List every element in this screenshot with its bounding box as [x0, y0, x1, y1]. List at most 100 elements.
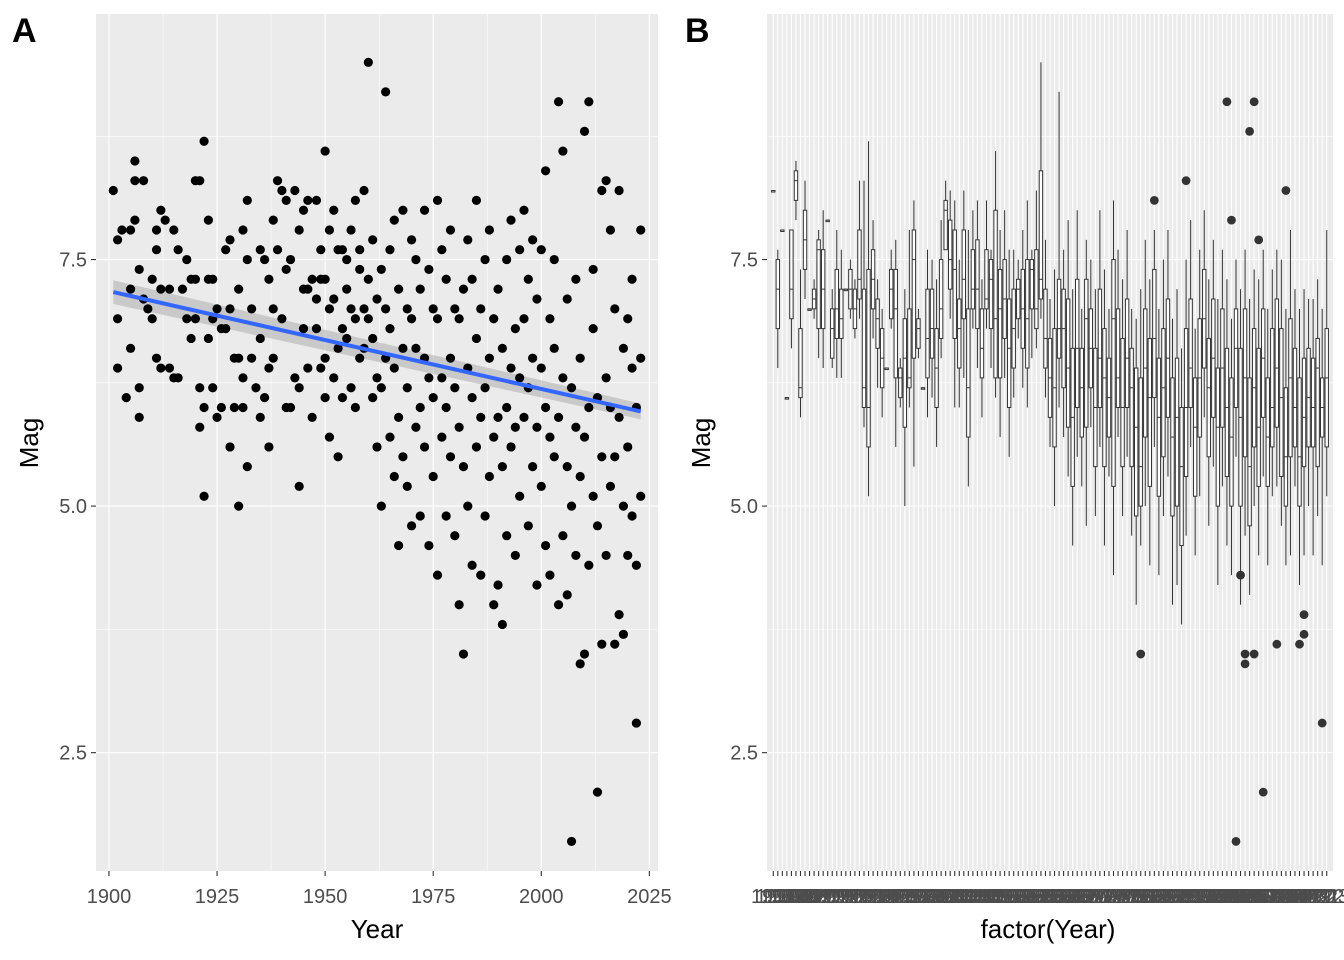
data-point [350, 402, 360, 413]
x-tick-label: 1920 [837, 886, 882, 908]
data-point [199, 136, 209, 146]
box-1987 [1161, 259, 1166, 516]
box-iqr [979, 308, 985, 379]
data-point [255, 245, 265, 255]
box-iqr [1261, 308, 1266, 418]
data-point [605, 225, 616, 235]
data-point [138, 176, 149, 186]
x-tick-label: 2011 [1251, 886, 1294, 908]
box-iqr [857, 229, 862, 300]
data-point [528, 462, 538, 472]
box-1973 [1097, 210, 1103, 447]
box-1931 [907, 229, 912, 408]
box-iqr [1233, 308, 1239, 408]
data-point [203, 333, 213, 344]
data-point [359, 304, 369, 314]
x-tick-label: 1938 [919, 886, 964, 908]
box-1927 [889, 249, 894, 329]
box-iqr [1029, 259, 1035, 310]
data-point [571, 274, 581, 284]
data-point [221, 323, 231, 334]
box-2009 [1258, 249, 1268, 797]
box-1990 [1174, 289, 1180, 586]
box-1959 [1034, 190, 1039, 349]
x-tick-label: 1926 [864, 886, 909, 908]
data-point [631, 718, 641, 728]
data-point [251, 383, 261, 393]
box-1926 [884, 367, 889, 371]
outlier-point [1254, 235, 1264, 245]
data-point [234, 501, 244, 511]
data-point [450, 531, 460, 541]
x-tick-label: 1917 [824, 886, 869, 908]
data-point [324, 225, 335, 235]
box-1953 [1006, 249, 1012, 457]
data-point [329, 205, 339, 215]
x-tick-label: 1961 [1023, 886, 1068, 908]
data-point [597, 639, 607, 649]
data-point [510, 323, 520, 334]
box-2011 [1270, 269, 1275, 497]
box-1995 [1197, 249, 1202, 497]
data-point [437, 373, 447, 383]
data-point [368, 333, 378, 344]
box-1951 [997, 229, 1003, 438]
data-point [566, 501, 577, 511]
data-point [592, 787, 603, 797]
x-tick-label: 2003 [1214, 886, 1259, 908]
data-point [623, 550, 633, 561]
data-point [182, 314, 192, 324]
x-tick-label: 1939 [923, 886, 968, 908]
data-point [134, 412, 144, 422]
data-point [121, 393, 131, 403]
x-tick-label: 2013 [1259, 886, 1304, 908]
x-tick-label: 1952 [982, 886, 1027, 908]
data-point [389, 471, 399, 482]
box-2018 [1299, 289, 1309, 639]
box-iqr [1138, 377, 1143, 507]
box-iqr [1016, 278, 1021, 320]
box-iqr [1038, 170, 1044, 300]
data-point [471, 333, 482, 344]
data-point [562, 294, 572, 304]
data-point [484, 471, 494, 482]
x-tick-label: 1996 [1182, 886, 1227, 908]
data-point [398, 452, 408, 462]
box-1958 [1029, 249, 1035, 359]
x-tick-label: 1976 [1091, 886, 1136, 908]
x-tick-label: 2016 [1273, 886, 1318, 908]
data-point [558, 373, 568, 383]
x-tick-label: 1940 [928, 886, 973, 908]
data-point [428, 393, 438, 403]
box-1933 [916, 308, 921, 359]
data-point [562, 590, 572, 600]
box-iqr [830, 308, 835, 359]
box-1936 [929, 259, 935, 398]
box-2004 [1236, 289, 1245, 605]
box-iqr [1034, 249, 1039, 330]
data-point [454, 422, 464, 432]
data-point [372, 294, 382, 304]
x-tick-label: 1923 [851, 886, 896, 908]
data-point [311, 323, 322, 334]
data-point [545, 432, 555, 442]
data-point [497, 462, 507, 472]
data-point [588, 323, 598, 334]
data-point [238, 402, 248, 413]
box-1903 [780, 229, 785, 232]
data-point [571, 422, 581, 432]
data-point [428, 471, 438, 482]
data-point [324, 432, 335, 442]
box-1999 [1215, 299, 1221, 586]
data-point [307, 274, 317, 284]
data-point [216, 402, 226, 413]
box-1967 [1070, 289, 1075, 546]
data-point [342, 333, 352, 344]
data-point [363, 274, 373, 284]
box-2022 [1317, 308, 1327, 728]
data-point [147, 314, 157, 324]
data-point [130, 176, 140, 186]
data-point [398, 343, 408, 353]
box-iqr [993, 209, 998, 379]
